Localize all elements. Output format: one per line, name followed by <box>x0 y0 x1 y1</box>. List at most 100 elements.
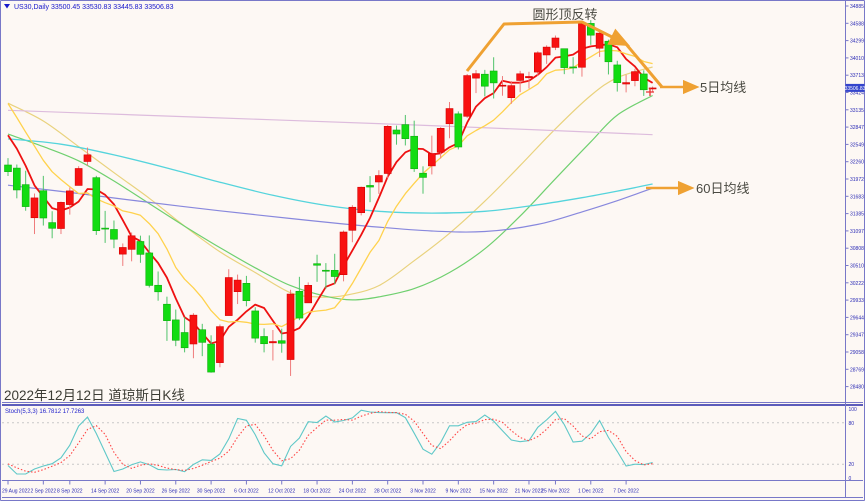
candle[interactable] <box>251 307 260 343</box>
candle[interactable] <box>383 125 392 179</box>
rounded-top-arrow-tail[interactable] <box>624 43 664 88</box>
ma60-annotation-label[interactable]: 60日均线 <box>696 181 749 196</box>
candle[interactable] <box>136 235 145 263</box>
ma30-line <box>7 94 653 301</box>
stochastic-panel[interactable] <box>2 409 844 475</box>
candles-layer[interactable] <box>4 20 657 376</box>
candle[interactable] <box>639 70 648 96</box>
candle[interactable] <box>66 187 74 215</box>
candle[interactable] <box>110 220 118 249</box>
candle[interactable] <box>436 127 445 159</box>
candle[interactable] <box>198 323 207 357</box>
candle[interactable] <box>269 330 277 361</box>
stoch-axis-label: 80 <box>849 421 855 427</box>
candle[interactable] <box>419 166 427 194</box>
candle[interactable] <box>463 73 471 118</box>
candle[interactable] <box>39 175 48 226</box>
candle[interactable] <box>542 45 551 64</box>
candle[interactable] <box>533 51 542 76</box>
candle[interactable] <box>13 164 21 199</box>
candle[interactable] <box>525 71 533 89</box>
candle[interactable] <box>30 193 39 235</box>
candle[interactable] <box>339 230 348 282</box>
candle[interactable] <box>313 254 321 282</box>
candle[interactable] <box>171 309 180 347</box>
date-axis-label: 14 Sep 2022 <box>91 489 120 495</box>
rounded-top-arrow[interactable] <box>465 20 631 72</box>
candle[interactable] <box>216 324 224 368</box>
candle[interactable] <box>21 170 30 211</box>
candle[interactable] <box>366 176 374 203</box>
candle[interactable] <box>648 86 657 92</box>
candle[interactable] <box>507 81 516 104</box>
candle[interactable] <box>242 275 251 307</box>
candle[interactable] <box>428 135 436 175</box>
candle[interactable] <box>445 102 454 139</box>
annotation-drawings[interactable] <box>465 20 700 196</box>
candle[interactable] <box>472 69 480 94</box>
candle[interactable] <box>622 74 630 93</box>
current-price-badge <box>845 83 865 92</box>
candle[interactable] <box>322 263 330 289</box>
candle[interactable] <box>57 201 65 235</box>
candle[interactable] <box>180 317 189 353</box>
candle[interactable] <box>304 282 313 304</box>
candle[interactable] <box>401 114 410 146</box>
price-axis-label: 29644.60 <box>850 315 865 321</box>
candle[interactable] <box>330 253 339 285</box>
candle[interactable] <box>560 48 569 75</box>
price-axis-label: 30510.85 <box>850 264 865 270</box>
rounded-top-annotation-label[interactable]: 圆形顶反转 <box>532 7 597 22</box>
candle[interactable] <box>207 335 215 373</box>
price-axis-label: 33135.85 <box>850 108 865 114</box>
candle[interactable] <box>595 31 604 57</box>
candle[interactable] <box>233 274 242 305</box>
candle[interactable] <box>74 166 83 186</box>
candle[interactable] <box>92 175 101 235</box>
candle[interactable] <box>118 243 127 266</box>
price-axis-label: 28480.85 <box>850 385 865 391</box>
date-axis-label: 8 Sep 2022 <box>57 489 83 495</box>
candle[interactable] <box>375 170 383 194</box>
candle[interactable] <box>260 328 268 353</box>
candle[interactable] <box>392 125 401 145</box>
stoch-d-line <box>7 411 653 473</box>
candle[interactable] <box>348 205 357 243</box>
candle[interactable] <box>48 211 56 239</box>
price-axis-label: 33713.35 <box>850 73 865 79</box>
stoch-k-line <box>7 409 653 475</box>
candle[interactable] <box>551 35 560 51</box>
candle[interactable] <box>454 111 463 150</box>
candle[interactable] <box>481 69 489 97</box>
candle[interactable] <box>127 232 136 262</box>
candle[interactable] <box>569 57 577 74</box>
price-axis-label: 31972.10 <box>850 177 865 183</box>
candle[interactable] <box>516 70 524 93</box>
date-axis-label: 25 Nov 2022 <box>541 489 570 495</box>
candle[interactable] <box>613 60 622 92</box>
candle[interactable] <box>101 210 109 243</box>
candle[interactable] <box>83 147 92 166</box>
ma5-annotation-label[interactable]: 5日均线 <box>700 80 746 95</box>
candle[interactable] <box>154 271 162 301</box>
candle[interactable] <box>489 57 498 99</box>
candle[interactable] <box>357 186 366 216</box>
candle[interactable] <box>631 68 639 87</box>
date-axis[interactable]: 29 Aug 2022 2 Sep 2022 8 Sep 2022 14 Sep 20… <box>2 481 639 495</box>
ma120-line <box>7 184 653 233</box>
plus-marker[interactable] <box>646 88 654 96</box>
candle[interactable] <box>189 313 198 359</box>
date-axis-label: 26 Sep 2022 <box>162 489 191 495</box>
candle[interactable] <box>163 296 171 341</box>
candle[interactable] <box>145 235 154 288</box>
symbol-dropdown-icon[interactable] <box>4 4 10 9</box>
candle[interactable] <box>224 269 233 316</box>
candle[interactable] <box>286 289 295 376</box>
candle[interactable] <box>498 76 507 96</box>
candle[interactable] <box>4 158 12 177</box>
candle[interactable] <box>295 276 304 321</box>
candle[interactable] <box>277 328 286 353</box>
candle[interactable] <box>410 120 418 172</box>
